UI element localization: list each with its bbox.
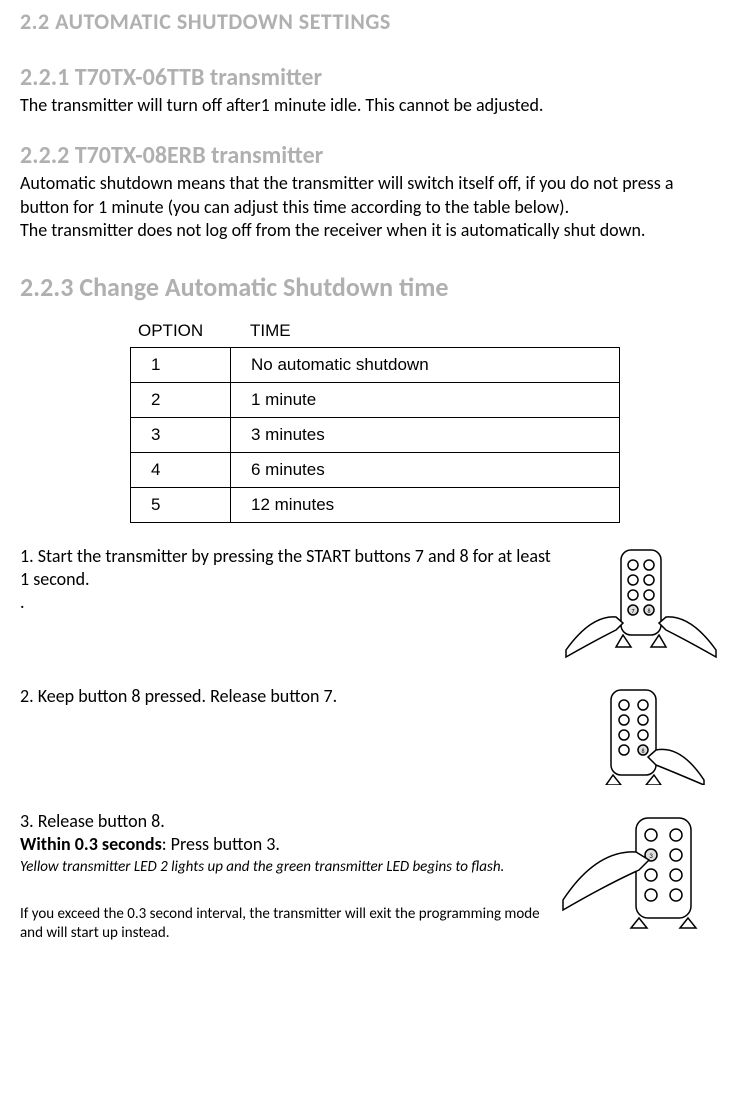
step-3-line1: 3. Release button 8. <box>20 810 561 833</box>
subsection-3-heading: 2.2.3 Change Automatic Shutdown time <box>20 271 721 303</box>
transmitter-one-hand-right-icon: 8 <box>576 685 706 785</box>
shutdown-options-table: 1 No automatic shutdown 2 1 minute 3 3 m… <box>130 347 620 523</box>
svg-text:7: 7 <box>631 607 634 615</box>
subsection-2-body: Automatic shutdown means that the transm… <box>20 172 721 242</box>
step-3-rest: : Press button 3. <box>162 833 280 855</box>
table-cell-option: 4 <box>131 452 231 487</box>
table-cell-time: 1 minute <box>231 382 620 417</box>
shutdown-options-table-wrap: OPTION TIME 1 No automatic shutdown 2 1 … <box>130 321 721 523</box>
subsection-1-title: T70TX-06TTB transmitter <box>75 63 322 92</box>
step-2-illustration: 8 <box>561 685 721 785</box>
step-3-line2: Within 0.3 seconds: Press button 3. <box>20 833 561 856</box>
table-cell-time: No automatic shutdown <box>231 347 620 382</box>
step-2-row: 2. Keep button 8 pressed. Release button… <box>20 685 721 790</box>
section-number: 2.2 <box>20 8 50 35</box>
subsection-3-number: 2.2.3 <box>20 271 73 303</box>
subsection-1-body: The transmitter will turn off after1 min… <box>20 94 721 117</box>
subsection-1-heading: 2.2.1 T70TX-06TTB transmitter <box>20 63 721 92</box>
table-cell-option: 5 <box>131 487 231 522</box>
svg-text:8: 8 <box>647 607 650 615</box>
table-cell-option: 2 <box>131 382 231 417</box>
table-row: 1 No automatic shutdown <box>131 347 620 382</box>
step-3-row: 3. Release button 8. Within 0.3 seconds:… <box>20 810 721 944</box>
svg-text:3: 3 <box>649 851 653 860</box>
section-heading: 2.2 AUTOMATIC SHUTDOWN SETTINGS <box>20 8 721 35</box>
table-row: 5 12 minutes <box>131 487 620 522</box>
table-header-option: OPTION <box>130 321 230 341</box>
step-3-note: Yellow transmitter LED 2 lights up and t… <box>20 856 561 879</box>
table-cell-option: 3 <box>131 417 231 452</box>
step-3-warning: If you exceed the 0.3 second interval, t… <box>20 905 561 944</box>
subsection-2-number: 2.2.2 <box>20 141 69 170</box>
table-cell-time: 6 minutes <box>231 452 620 487</box>
subsection-3-title: Change Automatic Shutdown time <box>79 271 448 303</box>
step-1-row: 1. Start the transmitter by pressing the… <box>20 545 721 665</box>
table-header-row: OPTION TIME <box>130 321 721 341</box>
step-3-text-block: 3. Release button 8. Within 0.3 seconds:… <box>20 810 561 944</box>
svg-text:8: 8 <box>641 747 644 755</box>
step-1-text: 1. Start the transmitter by pressing the… <box>20 545 561 615</box>
subsection-2-title: T70TX-08ERB transmitter <box>75 141 323 170</box>
table-header-time: TIME <box>230 321 291 341</box>
subsection-1-number: 2.2.1 <box>20 63 69 92</box>
table-cell-time: 3 minutes <box>231 417 620 452</box>
step-3-illustration: 3 <box>561 810 721 930</box>
section-title: AUTOMATIC SHUTDOWN SETTINGS <box>55 8 391 35</box>
transmitter-two-hands-icon: 7 8 <box>561 545 721 660</box>
table-row: 2 1 minute <box>131 382 620 417</box>
transmitter-one-hand-left-icon: 3 <box>561 810 721 930</box>
step-2-text: 2. Keep button 8 pressed. Release button… <box>20 685 561 708</box>
table-cell-time: 12 minutes <box>231 487 620 522</box>
subsection-2-heading: 2.2.2 T70TX-08ERB transmitter <box>20 141 721 170</box>
step-1-illustration: 7 8 <box>561 545 721 660</box>
table-row: 4 6 minutes <box>131 452 620 487</box>
step-3-bold: Within 0.3 seconds <box>20 833 162 855</box>
table-row: 3 3 minutes <box>131 417 620 452</box>
table-cell-option: 1 <box>131 347 231 382</box>
